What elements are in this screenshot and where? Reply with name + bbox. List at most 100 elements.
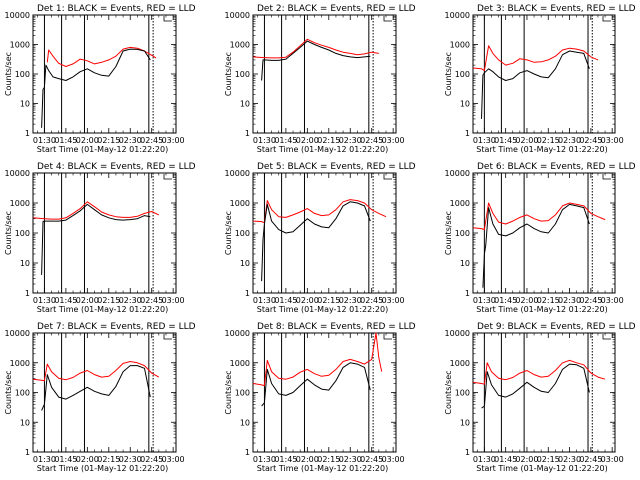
x-tick-label: 02:30 [339,136,362,145]
y-tick-label: 100 [235,70,250,79]
y-axis-label: Counts/sec [4,211,13,255]
lld-series-line [32,361,160,382]
x-tick-label: 01:30 [473,136,496,145]
x-tick-label: 02:00 [296,455,319,464]
events-series-line [261,362,371,407]
chart-panel-det-8: 1 10 100 1000 10000 01:3001:4502:0002:1502:30… [224,322,416,473]
plot-frame [252,14,397,134]
y-tick-label: 1 [245,448,250,457]
panel-title: Det 6: BLACK = Events, RED = LLD [477,162,636,172]
x-tick-label: 02:15 [317,136,340,145]
y-tick-label: 1 [25,129,30,138]
x-tick-label: 02:00 [515,296,538,305]
chart-panel-det-9: 1 10 100 1000 10000 01:3001:4502:0002:1502:30… [444,322,636,473]
x-tick-label: 01:45 [54,296,77,305]
y-tick-label: 10 [20,418,30,427]
x-tick-label: 02:15 [317,296,340,305]
y-tick-label: 1000 [10,359,30,368]
y-tick-label: 100 [15,229,30,238]
x-axis-label: Start Time (01-May-12 01:22:20) [257,145,388,154]
y-tick-label: 10000 [445,329,470,338]
x-tick-label: 01:30 [253,136,276,145]
x-axis-label: Start Time (01-May-12 01:22:20) [37,305,168,314]
y-tick-label: 10000 [225,11,250,20]
x-tick-label: 02:30 [119,136,142,145]
y-tick-label: 1000 [10,199,30,208]
chart-panel-det-2: 1 10 100 1000 10000 01:3001:4502:0002:1502:30… [224,4,416,154]
panel-title: Det 2: BLACK = Events, RED = LLD [257,4,416,14]
y-tick-label: 10 [460,100,470,109]
events-series-line [41,365,151,411]
y-tick-label: 1000 [450,41,470,50]
y-axis-label: Counts/sec [444,211,453,255]
x-axis-label: Start Time (01-May-12 01:22:20) [476,305,607,314]
x-tick-label: 01:45 [274,296,297,305]
y-tick-label: 10 [20,259,30,268]
y-tick-label: 1000 [230,41,250,50]
y-tick-label: 1000 [10,41,30,50]
x-tick-label: 03:00 [382,455,405,464]
x-tick-label: 02:15 [317,455,340,464]
lld-series-line [472,202,606,231]
y-tick-label: 1 [25,289,30,298]
x-tick-label: 02:30 [558,455,581,464]
x-axis-label: Start Time (01-May-12 01:22:20) [37,145,168,154]
y-tick-label: 10 [460,259,470,268]
plot-frame [252,172,397,294]
chart-panel-det-5: 1 10 100 1000 10000 01:3001:4502:0002:1502:30… [224,162,416,314]
y-tick-label: 10000 [225,329,250,338]
legend-glyph [383,16,392,22]
y-axis-label: Counts/sec [4,370,13,414]
x-tick-label: 02:45 [360,136,383,145]
x-tick-label: 03:00 [162,296,185,305]
y-tick-label: 10000 [445,11,470,20]
events-series-line [41,48,151,128]
events-series-line [482,203,590,288]
events-series-line [41,203,151,275]
y-tick-label: 10 [240,100,250,109]
y-tick-label: 1000 [450,199,470,208]
x-tick-label: 03:00 [601,296,624,305]
y-tick-label: 100 [15,70,30,79]
y-axis-label: Counts/sec [444,52,453,96]
x-tick-label: 02:45 [140,136,163,145]
x-tick-label: 02:15 [97,136,120,145]
y-tick-label: 100 [235,389,250,398]
y-tick-label: 10 [20,100,30,109]
lld-series-line [32,201,160,220]
x-tick-label: 02:15 [97,455,120,464]
x-tick-label: 03:00 [601,455,624,464]
plot-frame [32,14,177,134]
y-tick-label: 1000 [230,359,250,368]
x-tick-label: 01:30 [253,455,276,464]
panel-title: Det 7: BLACK = Events, RED = LLD [37,322,196,332]
y-tick-label: 1 [245,289,250,298]
y-tick-label: 10000 [225,169,250,178]
y-axis-label: Counts/sec [224,211,233,255]
x-tick-label: 02:45 [360,296,383,305]
x-tick-label: 01:45 [274,136,297,145]
lld-series-line [252,199,387,224]
x-tick-label: 01:45 [54,136,77,145]
x-axis-label: Start Time (01-May-12 01:22:20) [476,464,607,473]
x-tick-label: 02:30 [558,296,581,305]
x-tick-label: 01:30 [473,296,496,305]
x-axis-label: Start Time (01-May-12 01:22:20) [37,464,168,473]
x-tick-label: 03:00 [601,136,624,145]
panel-title: Det 8: BLACK = Events, RED = LLD [257,322,416,332]
x-tick-label: 02:00 [76,136,99,145]
x-tick-label: 03:00 [162,136,185,145]
x-tick-label: 01:45 [54,455,77,464]
plot-frame [472,172,616,294]
legend-glyph [163,174,172,180]
x-tick-label: 01:30 [473,455,496,464]
y-tick-label: 100 [15,389,30,398]
panel-title: Det 1: BLACK = Events, RED = LLD [37,4,196,14]
y-tick-label: 100 [455,389,470,398]
y-axis-label: Counts/sec [224,52,233,96]
x-tick-label: 01:45 [494,296,517,305]
y-tick-label: 100 [235,229,250,238]
y-tick-label: 10 [240,259,250,268]
x-tick-label: 02:15 [97,296,120,305]
